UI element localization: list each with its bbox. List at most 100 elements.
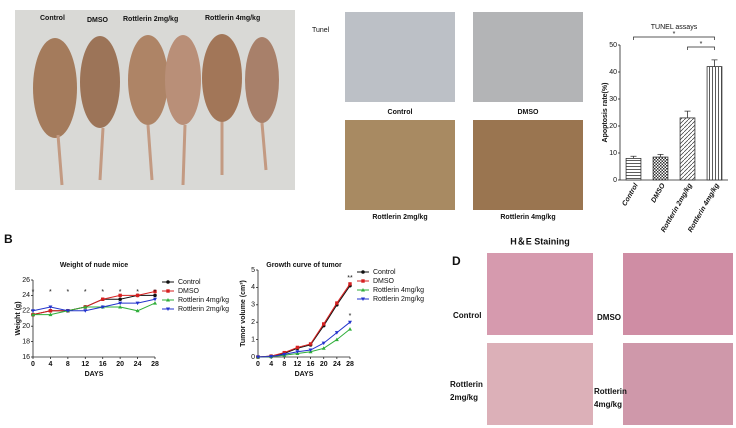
legend-label: Rottlerin 2mg/kg xyxy=(178,306,229,313)
marker xyxy=(282,352,287,357)
he-label: 4mg/kg xyxy=(594,400,622,409)
x-tick-label: Control xyxy=(621,182,640,208)
x-tick-label: 24 xyxy=(333,361,341,368)
marker xyxy=(361,270,365,274)
marker xyxy=(48,309,53,313)
he-image xyxy=(623,343,733,425)
significance-label: * xyxy=(136,289,139,296)
he-image xyxy=(623,253,733,335)
photo-label: Control xyxy=(40,15,65,22)
photo-label: Rottlerin 4mg/kg xyxy=(205,15,260,22)
marker xyxy=(153,301,157,305)
significance-label: * xyxy=(154,289,157,296)
marker xyxy=(118,301,123,306)
legend-label: Rottlerin 2mg/kg xyxy=(373,296,424,303)
x-tick-label: 4 xyxy=(269,361,273,368)
y-tick-label: 10 xyxy=(609,150,617,157)
marker xyxy=(48,312,53,317)
marker xyxy=(118,304,123,309)
significance-label: * xyxy=(49,289,52,296)
significance-label: ** xyxy=(347,275,353,282)
he-label: 2mg/kg xyxy=(450,393,478,402)
error-bar xyxy=(630,155,637,159)
marker xyxy=(348,320,352,325)
series-line xyxy=(257,321,351,358)
marker xyxy=(83,304,88,309)
marker xyxy=(153,297,157,302)
marker xyxy=(31,309,35,313)
marker xyxy=(334,331,339,335)
legend-label: DMSO xyxy=(178,288,200,295)
y-tick-label: 50 xyxy=(609,42,617,49)
significance-label: * xyxy=(700,41,703,48)
tunel-label: Rottlerin 2mg/kg xyxy=(372,214,427,221)
series-line xyxy=(257,285,351,358)
x-tick-label: 12 xyxy=(81,361,89,368)
error-bar xyxy=(684,110,691,118)
marker xyxy=(321,341,326,346)
x-tick-label: 12 xyxy=(294,361,302,368)
he-label: DMSO xyxy=(597,313,621,322)
y-tick-label: 24 xyxy=(22,292,30,299)
marker xyxy=(348,282,352,286)
significance-label: * xyxy=(673,31,676,38)
marker xyxy=(135,301,140,306)
marker xyxy=(118,293,122,298)
x-tick-label: 20 xyxy=(116,361,124,368)
marker xyxy=(308,348,313,353)
y-tick-label: 5 xyxy=(251,267,255,274)
y-tick-label: 20 xyxy=(609,123,617,130)
marker xyxy=(166,280,170,284)
significance-bracket xyxy=(633,36,715,40)
bar xyxy=(679,117,696,181)
y-tick-label: 3 xyxy=(251,302,255,309)
marker xyxy=(166,307,170,311)
marker xyxy=(166,298,170,302)
marker xyxy=(83,309,88,313)
series-line xyxy=(32,291,156,316)
he-title: H＆E Staining xyxy=(510,236,570,246)
marker xyxy=(65,309,70,313)
legend-label: Control xyxy=(178,279,201,286)
significance-bracket xyxy=(687,46,715,50)
marker xyxy=(282,350,286,355)
y-tick-label: 2 xyxy=(251,319,255,326)
tunel-image xyxy=(473,12,583,102)
x-tick-label: 28 xyxy=(151,361,159,368)
bar xyxy=(706,66,723,181)
bar xyxy=(625,157,642,181)
x-tick-label: DMSO xyxy=(650,182,667,204)
marker xyxy=(48,305,53,309)
legend-label: DMSO xyxy=(373,278,395,285)
chart-title: Growth curve of tumor xyxy=(266,262,342,269)
chart-title: TUNEL assays xyxy=(651,24,698,31)
x-tick-label: 8 xyxy=(282,361,286,368)
significance-label: * xyxy=(101,289,104,296)
x-tick-label: 20 xyxy=(320,361,328,368)
photo-label: DMSO xyxy=(87,17,109,24)
he-label: Rottlerin xyxy=(450,380,483,389)
marker xyxy=(361,297,365,301)
mice-photo xyxy=(15,10,295,190)
marker xyxy=(135,293,140,298)
marker xyxy=(334,337,339,342)
he-label: Rottlerin xyxy=(594,387,627,396)
x-axis-label: DAYS xyxy=(295,371,314,378)
y-axis-label: Tumor volume (cm³) xyxy=(240,280,247,347)
y-axis-label: Weight (g) xyxy=(15,301,22,335)
marker xyxy=(166,289,170,293)
x-tick-label: 0 xyxy=(256,361,260,368)
x-tick-label: 16 xyxy=(307,361,315,368)
marker xyxy=(321,346,326,350)
error-bar xyxy=(657,153,664,158)
x-tick-label: 16 xyxy=(99,361,107,368)
tunel-image xyxy=(345,12,455,102)
significance-label: * xyxy=(32,289,35,296)
marker xyxy=(322,322,326,326)
chart-title: Weight of nude mice xyxy=(60,262,128,269)
y-tick-label: 0 xyxy=(251,354,255,361)
y-axis-label: Apoptosis rate(%) xyxy=(602,83,609,143)
significance-label: * xyxy=(349,313,352,320)
legend-label: Rottlerin 4mg/kg xyxy=(178,297,229,304)
y-tick-label: 40 xyxy=(609,69,617,76)
